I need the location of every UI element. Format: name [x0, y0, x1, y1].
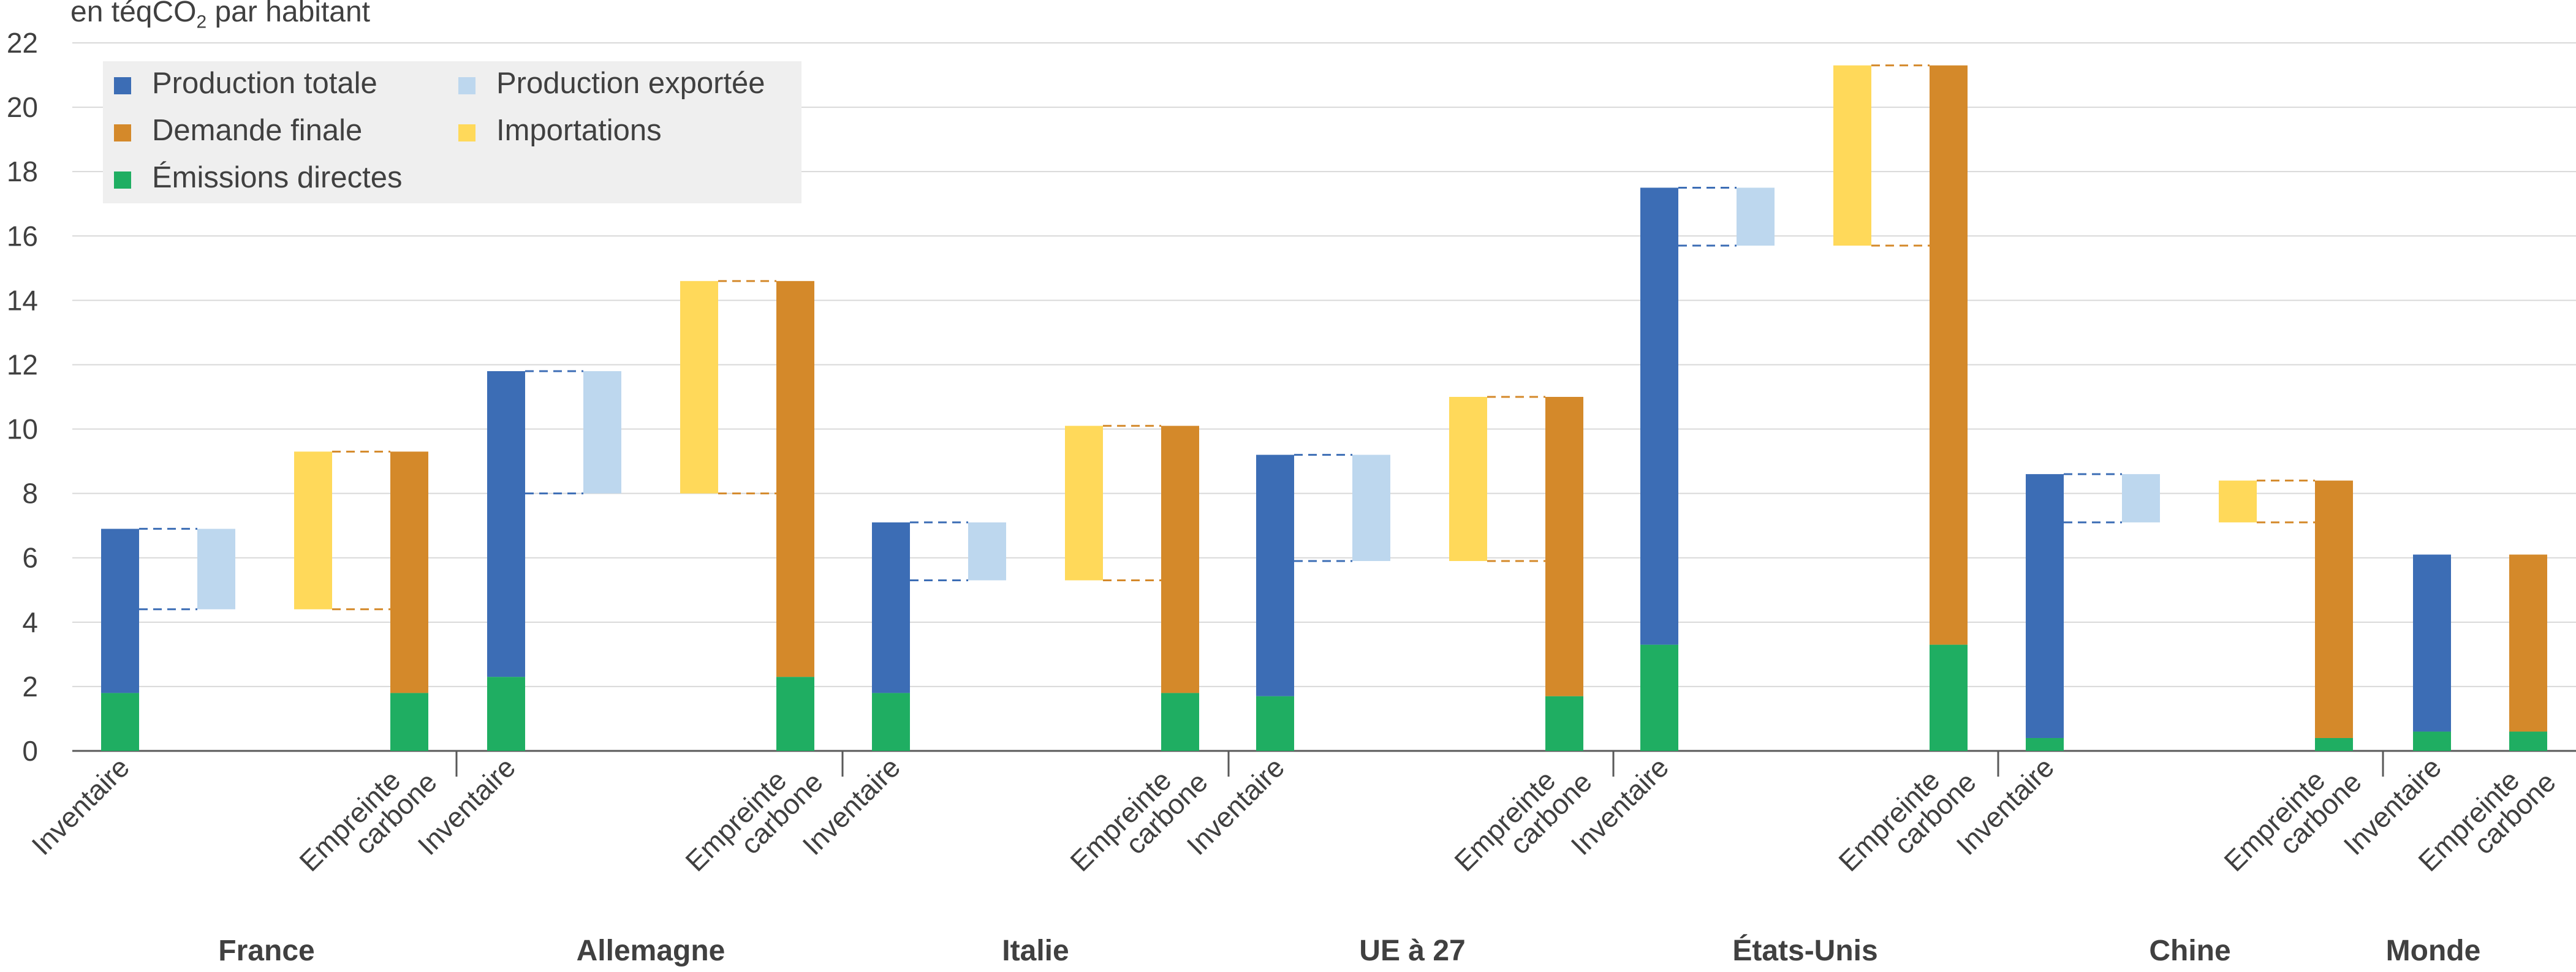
bar-importations — [1833, 65, 1871, 246]
category-label: Chine — [2149, 935, 2230, 967]
bar-label-inventaire: Inventaire — [411, 751, 521, 861]
y-tick-label: 16 — [7, 220, 38, 252]
y-tick-label: 2 — [22, 671, 38, 703]
bar-inventaire-production-totale — [2026, 474, 2064, 738]
legend-label-importations: Importations — [496, 114, 662, 147]
bar-inventaire-emissions-directes — [2026, 737, 2064, 751]
y-tick-label: 10 — [7, 413, 38, 445]
bar-production-exportee — [968, 522, 1006, 581]
bar-empreinte-demande-finale — [1545, 397, 1583, 696]
y-tick-label: 18 — [7, 156, 38, 187]
bar-inventaire-emissions-directes — [1256, 696, 1294, 751]
bar-label-inventaire: Inventaire — [1180, 751, 1290, 861]
bar-production-exportee — [583, 371, 621, 494]
bar-empreinte-emissions-directes — [2315, 737, 2353, 751]
bar-inventaire-emissions-directes — [2413, 731, 2451, 751]
y-tick-label: 4 — [22, 606, 38, 638]
y-axis-label: en téqCO2 par habitant — [70, 0, 370, 32]
bar-importations — [2219, 480, 2257, 522]
legend-label-demande-finale: Demande finale — [152, 114, 363, 147]
bar-inventaire-production-totale — [2413, 554, 2451, 732]
y-tick-label: 6 — [22, 542, 38, 574]
bar-production-exportee — [1352, 454, 1390, 561]
bar-empreinte-emissions-directes — [1161, 693, 1199, 751]
category-label: Monde — [2386, 935, 2481, 967]
bar-production-exportee — [2122, 474, 2160, 522]
bar-label-inventaire: Inventaire — [25, 751, 135, 861]
category-label: Allemagne — [577, 935, 725, 967]
y-tick-label: 12 — [7, 348, 38, 380]
bar-inventaire-emissions-directes — [1640, 644, 1678, 751]
y-tick-label: 22 — [7, 27, 38, 59]
bar-empreinte-emissions-directes — [390, 693, 428, 751]
bar-empreinte-emissions-directes — [1545, 696, 1583, 751]
y-tick-label: 14 — [7, 284, 38, 316]
bar-empreinte-emissions-directes — [1930, 644, 1968, 751]
bar-empreinte-emissions-directes — [2509, 731, 2547, 751]
legend-swatch-demande-finale — [114, 124, 131, 141]
bar-importations — [680, 281, 718, 494]
bar-inventaire-emissions-directes — [487, 677, 525, 751]
category-label: États-Unis — [1732, 934, 1877, 967]
bar-production-exportee — [197, 529, 235, 609]
bar-label-inventaire: Inventaire — [796, 751, 906, 861]
bar-importations — [1449, 397, 1487, 561]
bar-inventaire-production-totale — [487, 371, 525, 677]
bar-empreinte-demande-finale — [1930, 65, 1968, 645]
bar-inventaire-emissions-directes — [101, 693, 139, 751]
category-label: Italie — [1002, 935, 1069, 967]
bar-empreinte-demande-finale — [2315, 480, 2353, 738]
bar-inventaire-production-totale — [872, 522, 910, 693]
bar-empreinte-demande-finale — [776, 281, 814, 677]
bar-empreinte-demande-finale — [390, 451, 428, 693]
bar-importations — [294, 451, 332, 609]
bar-empreinte-demande-finale — [2509, 554, 2547, 732]
legend-swatch-production-totale — [114, 77, 131, 94]
legend-label-production-totale: Production totale — [152, 67, 377, 100]
legend-swatch-production-exportee — [458, 77, 475, 94]
bar-inventaire-production-totale — [1640, 187, 1678, 645]
bar-production-exportee — [1737, 187, 1775, 246]
category-label: UE à 27 — [1359, 935, 1465, 967]
bar-label-inventaire: Inventaire — [1564, 751, 1675, 861]
bar-inventaire-production-totale — [101, 529, 139, 693]
bar-inventaire-emissions-directes — [872, 693, 910, 751]
bar-inventaire-production-totale — [1256, 454, 1294, 696]
bar-empreinte-emissions-directes — [776, 677, 814, 751]
legend-swatch-importations — [458, 124, 475, 141]
legend-swatch-emissions-directes — [114, 171, 131, 189]
y-tick-label: 20 — [7, 91, 38, 123]
bar-label-inventaire: Inventaire — [1950, 751, 2060, 861]
bar-empreinte-demande-finale — [1161, 426, 1199, 693]
y-tick-label: 0 — [22, 735, 38, 767]
legend-label-emissions-directes: Émissions directes — [152, 161, 403, 194]
category-label: France — [218, 935, 314, 967]
legend: Production totale Demande finale Émissio… — [103, 61, 801, 203]
bar-importations — [1065, 426, 1103, 581]
y-tick-label: 8 — [22, 478, 38, 510]
legend-label-production-exportee: Production exportée — [496, 67, 765, 100]
